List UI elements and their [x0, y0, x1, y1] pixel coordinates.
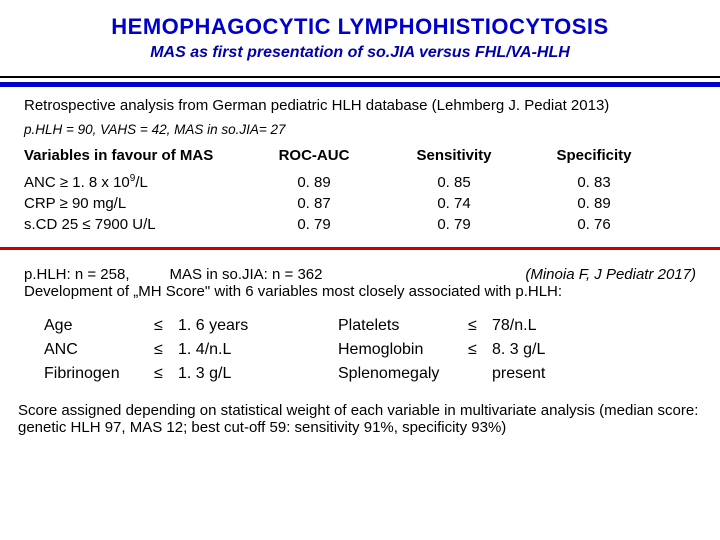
v-age-label: Age: [44, 314, 154, 338]
v-plt-label: Platelets: [338, 314, 468, 338]
main-title: HEMOPHAGOCYTIC LYMPHOHISTIOCYTOSIS: [20, 14, 700, 40]
v-hgb-op: ≤: [468, 338, 492, 362]
reference-2: (Minoia F, J Pediatr 2017): [525, 266, 696, 283]
subtitle: MAS as first presentation of so.JIA vers…: [20, 44, 700, 62]
col-header-roc: ROC-AUC: [244, 147, 384, 164]
sens-1: 0. 74: [384, 193, 524, 214]
sens-2: 0. 79: [384, 214, 524, 235]
v-plt-val: 78/n.L: [492, 314, 582, 338]
roc-1: 0. 87: [244, 193, 384, 214]
roc-2: 0. 79: [244, 214, 384, 235]
v-plt-op: ≤: [468, 314, 492, 338]
var-row-anc: ANC ≥ 1. 8 x 109/L: [24, 172, 244, 193]
retrospective-line: Retrospective analysis from German pedia…: [24, 97, 696, 114]
var-row-crp: CRP ≥ 90 mg/L: [24, 193, 244, 214]
content-block-2: p.HLH: n = 258, MAS in so.JIA: n = 362 (…: [0, 250, 720, 386]
v-anc-op: ≤: [154, 338, 178, 362]
spec-1: 0. 89: [524, 193, 664, 214]
comparison-table: Variables in favour of MAS ANC ≥ 1. 8 x …: [24, 147, 696, 235]
v-fib-val: 1. 3 g/L: [178, 362, 288, 386]
v-anc-label: ANC: [44, 338, 154, 362]
six-variables: Age ANC Fibrinogen ≤ ≤ ≤ 1. 6 years 1. 4…: [24, 314, 696, 386]
phlh-n: p.HLH: n = 258,: [24, 266, 129, 283]
study-counts: p.HLH = 90, VAHS = 42, MAS in so.JIA= 27: [24, 122, 696, 137]
mas-n: MAS in so.JIA: n = 362: [169, 266, 322, 283]
v-hgb-val: 8. 3 g/L: [492, 338, 582, 362]
v-age-val: 1. 6 years: [178, 314, 288, 338]
v-spl-val: present: [492, 362, 582, 386]
spec-0: 0. 83: [524, 172, 664, 193]
var-row-scd25: s.CD 25 ≤ 7900 U/L: [24, 214, 244, 235]
v-fib-label: Fibrinogen: [44, 362, 154, 386]
footer-note: Score assigned depending on statistical …: [0, 386, 720, 436]
v-anc-val: 1. 4/n.L: [178, 338, 288, 362]
sens-0: 0. 85: [384, 172, 524, 193]
roc-0: 0. 89: [244, 172, 384, 193]
v-fib-op: ≤: [154, 362, 178, 386]
v-spl-label: Splenomegaly: [338, 362, 468, 386]
content-block-1: Retrospective analysis from German pedia…: [0, 87, 720, 235]
divider-black: [0, 76, 720, 78]
spec-2: 0. 76: [524, 214, 664, 235]
col-header-variables: Variables in favour of MAS: [24, 147, 244, 164]
v-age-op: ≤: [154, 314, 178, 338]
title-block: HEMOPHAGOCYTIC LYMPHOHISTIOCYTOSIS MAS a…: [0, 0, 720, 68]
mh-score-line: Development of „MH Score" with 6 variabl…: [24, 283, 696, 300]
col-header-sens: Sensitivity: [384, 147, 524, 164]
col-header-spec: Specificity: [524, 147, 664, 164]
v-hgb-label: Hemoglobin: [338, 338, 468, 362]
